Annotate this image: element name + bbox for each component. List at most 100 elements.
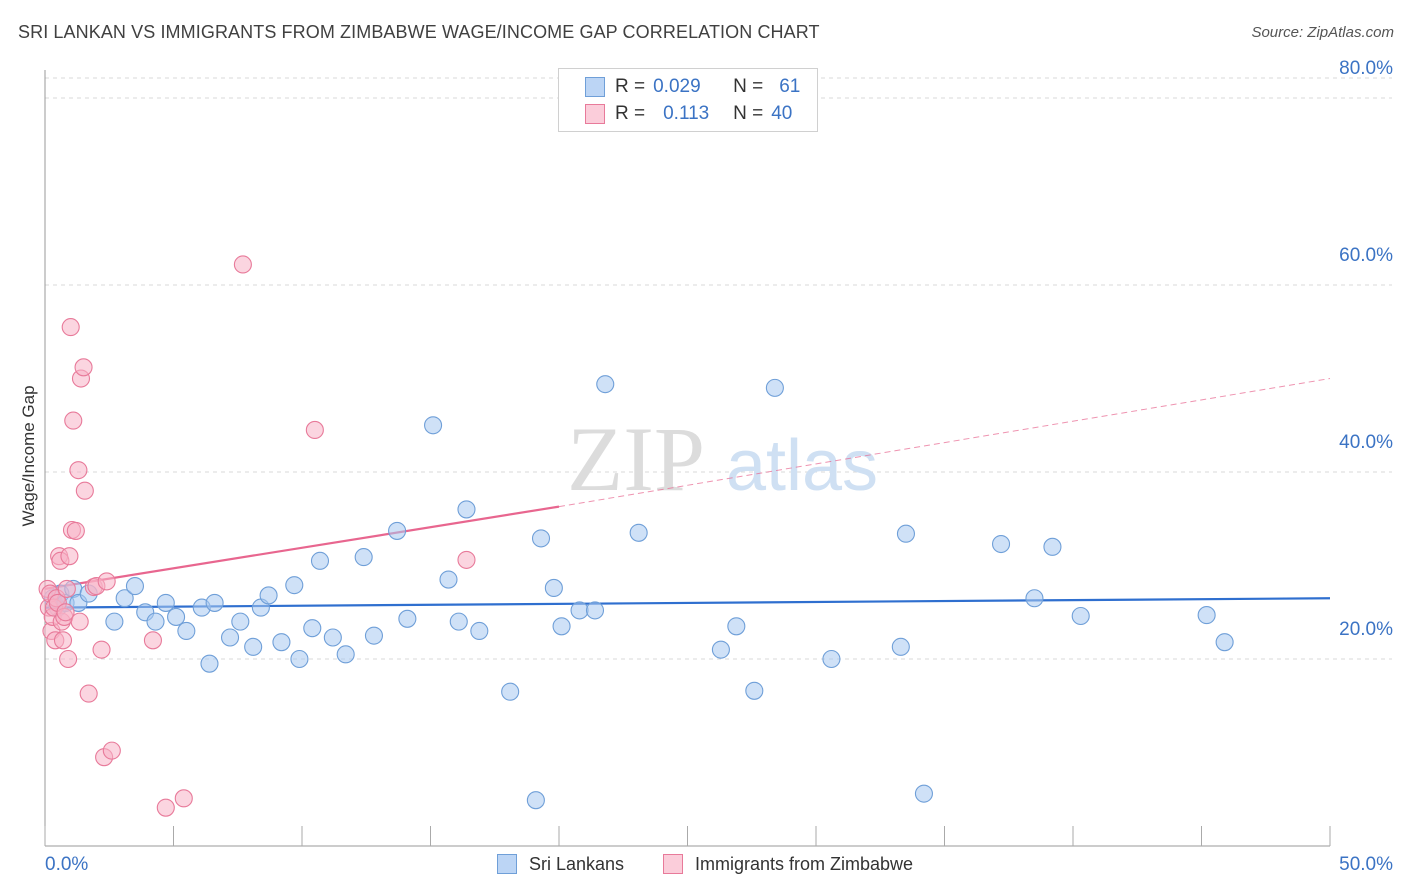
point-zimbabwe [66,521,85,540]
point-zimbabwe [305,420,324,440]
point-sri-lankan [115,589,134,608]
point-zimbabwe [233,255,252,274]
point-zimbabwe [102,741,121,760]
legend-n-value: 61 [779,76,801,97]
point-sri-lankan [231,612,250,631]
point-zimbabwe [156,798,175,817]
point-zimbabwe [57,579,76,598]
point-zimbabwe [60,547,79,566]
chart-title: SRI LANKAN VS IMMIGRANTS FROM ZIMBABWE W… [18,22,820,42]
point-sri-lankan [200,654,219,673]
point-sri-lankan [220,628,240,647]
point-sri-lankan [259,586,278,605]
legend-n-label: N = [733,76,764,97]
bottom-legend-zimbabwe: Immigrants from Zimbabwe [663,852,913,876]
point-sri-lankan [156,593,175,612]
y-tick-label: 20.0% [1339,619,1393,640]
watermark-zip: ZIP [567,408,705,510]
point-sri-lankan [711,640,730,659]
point-sri-lankan [285,576,304,595]
bottom-legend-label: Immigrants from Zimbabwe [695,853,914,874]
point-sri-lankan [1215,633,1234,652]
x-tick-label: 0.0% [45,854,88,875]
legend-r-value: 0.113 [663,103,710,124]
point-sri-lankan [470,621,489,641]
point-zimbabwe [174,789,193,808]
point-sri-lankan [765,378,784,397]
point-sri-lankan [105,612,124,631]
point-sri-lankan [310,551,330,570]
point-zimbabwe [69,461,88,480]
legend-n-label: N = [733,103,764,124]
watermark-atlas: atlas [726,426,878,506]
point-sri-lankan [303,619,322,638]
point-zimbabwe [92,640,111,659]
point-sri-lankan [388,521,407,540]
point-sri-lankan [354,548,373,567]
point-zimbabwe [75,481,94,500]
legend-n-value: 40 [771,103,793,124]
y-tick-label: 80.0% [1339,58,1393,79]
legend-r-label: R = [615,103,646,124]
point-zimbabwe [97,572,116,591]
data-points [38,255,1234,817]
point-sri-lankan [177,621,196,641]
pink-trend-line [44,505,560,590]
point-sri-lankan [439,570,458,589]
point-sri-lankan [205,593,224,612]
legend-row-zimbabwe: R = 0.113 N = 40 [585,101,792,127]
point-sri-lankan [244,637,263,656]
watermark: ZIP atlas [567,408,878,510]
point-zimbabwe [70,612,89,631]
point-sri-lankan [891,637,910,656]
point-sri-lankan [727,617,746,636]
point-sri-lankan [501,682,520,701]
point-zimbabwe [61,318,80,337]
grid-lines [45,77,1392,660]
point-sri-lankan [531,529,551,548]
axes [44,70,1331,847]
point-sri-lankan [585,601,605,620]
point-sri-lankan [146,612,165,631]
point-sri-lankan [544,578,563,598]
point-sri-lankan [596,375,615,394]
point-sri-lankan [526,791,545,810]
point-sri-lankan [745,681,764,700]
point-zimbabwe [74,358,93,377]
point-sri-lankan [1025,589,1044,608]
bottom-legend-swatch-pink [663,854,683,874]
point-sri-lankan [822,649,841,669]
point-zimbabwe [56,603,75,622]
bottom-legend-sri-lankans: Sri Lankans [497,852,624,876]
legend-swatch-pink [585,104,605,124]
point-sri-lankan [290,649,309,669]
point-sri-lankan [1043,537,1062,556]
point-zimbabwe [64,411,83,430]
point-sri-lankan [629,523,648,542]
tick-labels: 20.0% 40.0% 60.0% 80.0% 0.0% 50.0% [45,58,1393,875]
point-sri-lankan [570,601,589,620]
point-sri-lankan [336,645,355,664]
point-sri-lankan [364,626,384,645]
point-zimbabwe [79,684,98,703]
point-sri-lankan [167,607,186,626]
legend-row-sri-lankans: R = 0.029 N = 61 [585,74,800,100]
point-sri-lankan [323,628,342,647]
point-sri-lankan [1071,606,1090,626]
point-sri-lankan [896,524,916,543]
correlation-legend: R = 0.029 N = 61 R = 0.113 N = 40 [558,68,818,132]
legend-r-value: 0.029 [653,76,701,97]
point-zimbabwe [143,631,162,650]
point-sri-lankan [457,500,476,519]
x-tick-label: 50.0% [1339,854,1393,875]
bottom-legend-swatch-blue [497,854,517,874]
source-credit: Source: ZipAtlas.com [1251,24,1394,41]
point-sri-lankan [991,534,1011,554]
y-tick-label: 60.0% [1339,245,1393,266]
point-sri-lankan [424,416,443,435]
point-sri-lankan [272,633,291,652]
point-sri-lankan [449,612,468,631]
bottom-legend-label: Sri Lankans [529,853,625,874]
blue-trend-line [44,597,1331,609]
